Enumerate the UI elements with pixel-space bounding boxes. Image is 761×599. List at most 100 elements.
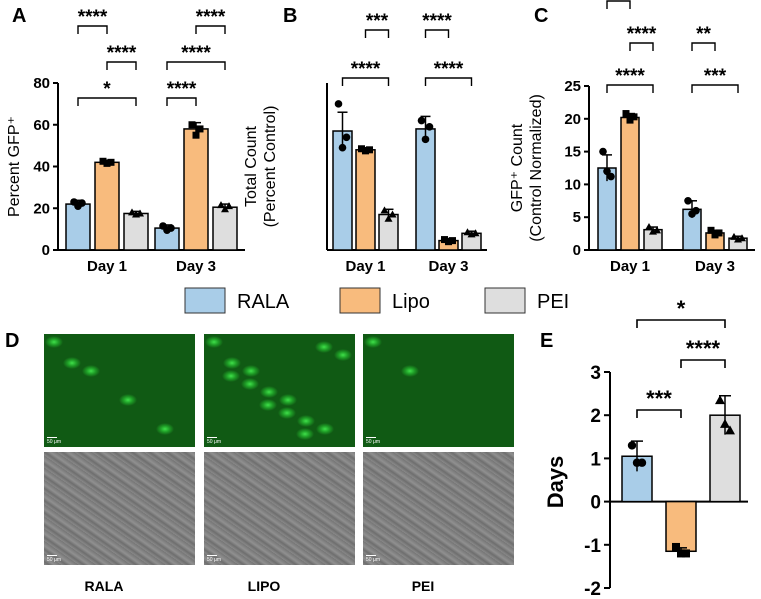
y-tick-label: 20 [564,111,581,128]
data-point [167,224,175,232]
data-point [225,202,233,210]
scale-bar [207,437,217,438]
data-point [99,157,107,165]
y-tick-label: 80 [33,75,50,92]
significance-bracket [606,84,654,93]
brightfield-image: 50 μm [44,452,195,565]
scale-label: 50 μm [47,439,61,445]
legend-swatch [184,287,226,314]
x-tick-label: Day 3 [695,258,735,275]
significance-label: **** [434,59,464,80]
scale-label: 50 μm [207,439,221,445]
data-point [692,206,700,215]
data-point [682,549,690,558]
legend-label: RALA [237,291,290,313]
y-tick-label: 15 [564,144,581,161]
panel-letter-b: B [283,5,297,27]
data-point [715,395,725,405]
significance-label: *** [646,386,672,411]
scale-bar [207,555,217,556]
y-axis-label-2: (Percent Control) [262,106,279,228]
scale-label: 50 μm [366,439,380,445]
significance-bracket [691,42,716,51]
significance-bracket [77,25,108,34]
data-point [738,234,746,242]
significance-bracket [424,29,450,38]
panel-letter-c: C [534,5,548,27]
data-point [128,208,136,216]
data-point [677,549,685,558]
significance-label: **** [351,59,381,80]
data-point [684,197,692,205]
data-point [217,201,225,209]
bar-lipo [665,500,697,553]
significance-bracket [166,61,226,70]
significance-label: **** [422,11,452,32]
significance-bracket [364,29,390,38]
significance-label: **** [181,43,211,64]
scale-bar [47,437,57,438]
significance-label: *** [704,66,727,87]
x-tick-label: Day 3 [428,258,468,275]
significance-label: ** [696,24,711,45]
significance-label: * [103,79,111,100]
data-point [358,145,365,153]
data-point [384,214,393,222]
y-axis-label: Percent GFP⁺ [6,116,23,217]
data-point [707,226,715,234]
brightfield-image: 50 μm [204,452,355,565]
data-point [449,237,456,245]
microscopy-column-label: PEI [411,578,435,594]
bar-lipo [94,161,120,251]
y-tick-label: -1 [584,536,601,557]
bar-rala [65,203,91,251]
y-axis-label: Total Count [243,125,260,206]
significance-bracket [680,359,726,368]
significance-bracket [629,42,654,51]
x-tick-label: Day 1 [610,258,650,275]
y-tick-label: 25 [564,78,581,95]
bar-lipo [183,128,209,251]
x-tick-label: Day 1 [87,258,127,275]
y-tick-label: 10 [564,176,581,193]
legend-swatch [484,287,526,314]
data-point [107,158,115,166]
y-tick-label: 2 [590,406,601,427]
fluorescence-image: 50 μm [44,334,195,447]
significance-label: *** [366,11,389,32]
significance-bracket [77,97,137,106]
data-point [607,172,615,181]
data-point [192,131,200,139]
y-tick-label: 0 [42,242,50,259]
significance-label: **** [167,79,197,100]
y-tick-label: 3 [590,363,601,384]
y-tick-label: 0 [590,493,601,514]
y-tick-label: 0 [573,242,581,259]
data-point [711,231,719,239]
data-point [627,441,637,450]
data-point [645,223,653,231]
significance-bracket [166,97,197,106]
significance-bracket [341,77,390,86]
data-point [221,205,229,213]
significance-label: **** [627,24,657,45]
data-point [78,199,86,207]
significance-label: **** [615,66,645,87]
significance-bracket [195,25,226,34]
bar-lipo [355,149,376,251]
data-point [103,159,111,167]
data-point [463,228,472,236]
panel-letter-e: E [540,330,553,352]
data-point [136,209,144,217]
significance-bracket [424,77,473,86]
y-tick-label: 40 [33,159,50,176]
legend-swatch [339,287,381,314]
significance-label: * [677,296,686,321]
data-point [725,425,735,435]
x-tick-label: Day 1 [345,258,385,275]
scale-label: 50 μm [207,557,221,563]
significance-bracket [606,0,631,9]
significance-label: **** [196,7,226,28]
data-point [338,143,347,152]
